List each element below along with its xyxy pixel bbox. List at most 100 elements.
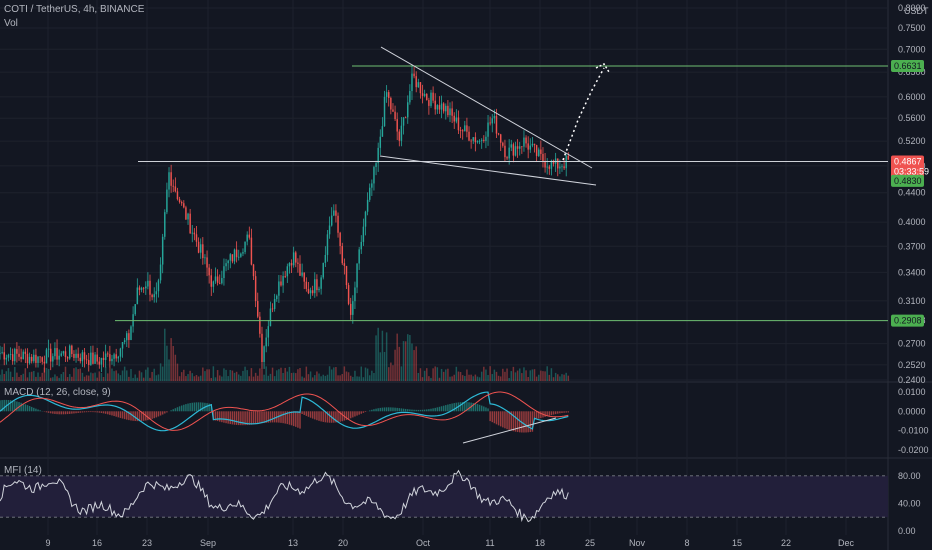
macd-histogram-bar <box>37 409 39 412</box>
volume-bar <box>3 373 5 381</box>
macd-histogram-bar <box>166 411 168 413</box>
volume-bar <box>16 372 18 381</box>
candle-body <box>354 287 356 302</box>
volume-bar <box>130 369 132 381</box>
macd-histogram-bar <box>497 411 500 426</box>
candle-body <box>20 356 22 360</box>
candle-body <box>244 241 246 253</box>
macd-histogram-bar <box>518 411 521 433</box>
volume-bar <box>411 343 413 381</box>
volume-bar <box>170 338 172 381</box>
macd-histogram-bar <box>400 408 403 412</box>
candle-body <box>221 278 223 284</box>
candle-body <box>337 215 339 233</box>
macd-histogram-bar <box>128 411 130 421</box>
macd-histogram-bar <box>39 410 41 412</box>
volume-bar <box>265 366 267 381</box>
volume-bar <box>259 368 261 381</box>
macd-histogram-bar <box>322 411 324 422</box>
volume-bar <box>354 370 356 381</box>
macd-histogram-bar <box>438 406 441 412</box>
candle-body <box>75 353 77 358</box>
candle-body <box>227 260 229 264</box>
x-tick-label: 18 <box>535 538 545 548</box>
candle-body <box>145 286 147 289</box>
volume-bar <box>252 376 255 381</box>
volume-bar <box>68 374 71 381</box>
candle-body <box>371 183 373 188</box>
candle-body <box>464 125 466 132</box>
macd-histogram-bar <box>292 411 295 427</box>
candle-body <box>94 354 96 364</box>
macd-histogram-bar <box>468 402 470 412</box>
volume-bar <box>58 377 60 381</box>
volume-bar <box>187 374 189 381</box>
macd-histogram-bar <box>447 404 449 412</box>
volume-bar <box>470 374 472 381</box>
macd-histogram-bar <box>394 407 396 412</box>
volume-bar <box>299 368 301 381</box>
volume-bar <box>178 376 181 381</box>
volume-bar <box>231 370 234 381</box>
volume-bar <box>147 367 149 381</box>
upper-trend-line <box>380 46 593 169</box>
candle-body <box>290 263 293 266</box>
volume-bar <box>14 366 16 381</box>
candle-body <box>366 199 369 212</box>
candle-body <box>100 357 103 365</box>
volume-bar <box>33 370 35 381</box>
volume-bar <box>288 366 291 381</box>
volume-bar <box>290 372 293 381</box>
macd-histogram-bar <box>489 411 491 422</box>
candles <box>0 65 570 381</box>
candle-body <box>271 308 274 310</box>
volume-bar <box>216 370 219 381</box>
volume-bar <box>292 372 295 381</box>
volume-bar <box>349 375 352 381</box>
macd-histogram-bar <box>92 411 94 413</box>
volume-bar <box>442 371 445 381</box>
macd-histogram-bar <box>288 411 291 425</box>
macd-histogram-bar <box>20 402 22 412</box>
candle-body <box>542 153 544 162</box>
macd-histogram-bar <box>136 411 139 422</box>
candle-body <box>282 276 284 286</box>
x-tick-label: 15 <box>732 538 742 548</box>
macd-histogram-bar <box>221 411 223 423</box>
volume-bar <box>123 366 126 381</box>
candle-body <box>52 356 54 362</box>
macd-histogram-bar <box>147 411 149 421</box>
macd-histogram-bar <box>178 406 181 412</box>
volume-bar <box>9 371 12 381</box>
candle-body <box>71 345 73 354</box>
candle-body <box>286 266 289 277</box>
volume-bar <box>218 375 221 381</box>
volume-bar <box>516 370 519 381</box>
level-tag-0.6631-text: 0.6631 <box>894 61 922 71</box>
mfi-line <box>0 469 569 523</box>
macd-histogram-bar <box>544 411 546 417</box>
candle-body <box>538 149 540 156</box>
macd-histogram-bar <box>123 411 126 420</box>
candle-body <box>189 213 191 234</box>
candle-body <box>138 287 141 290</box>
macd-histogram-bar <box>349 411 352 419</box>
candle-body <box>392 109 394 112</box>
signal-line <box>0 391 569 431</box>
volume-bar <box>24 368 27 381</box>
macd-histogram-bar <box>75 411 77 414</box>
volume-bar <box>538 374 540 381</box>
candle-body <box>14 349 16 362</box>
macd-histogram-bar <box>364 411 367 413</box>
volume-bar <box>400 366 403 381</box>
candle-body <box>111 358 113 362</box>
level-tag-0.4830-text: 0.4830 <box>894 176 922 186</box>
y-tick-label: 0.6500 <box>898 67 926 77</box>
candle-body <box>214 276 217 282</box>
volume-bar <box>309 371 312 381</box>
macd-histogram-bar <box>206 403 208 412</box>
volume-bar <box>212 366 215 381</box>
level-tag-0.2908-text: 0.2908 <box>894 316 922 326</box>
candle-body <box>438 105 441 110</box>
